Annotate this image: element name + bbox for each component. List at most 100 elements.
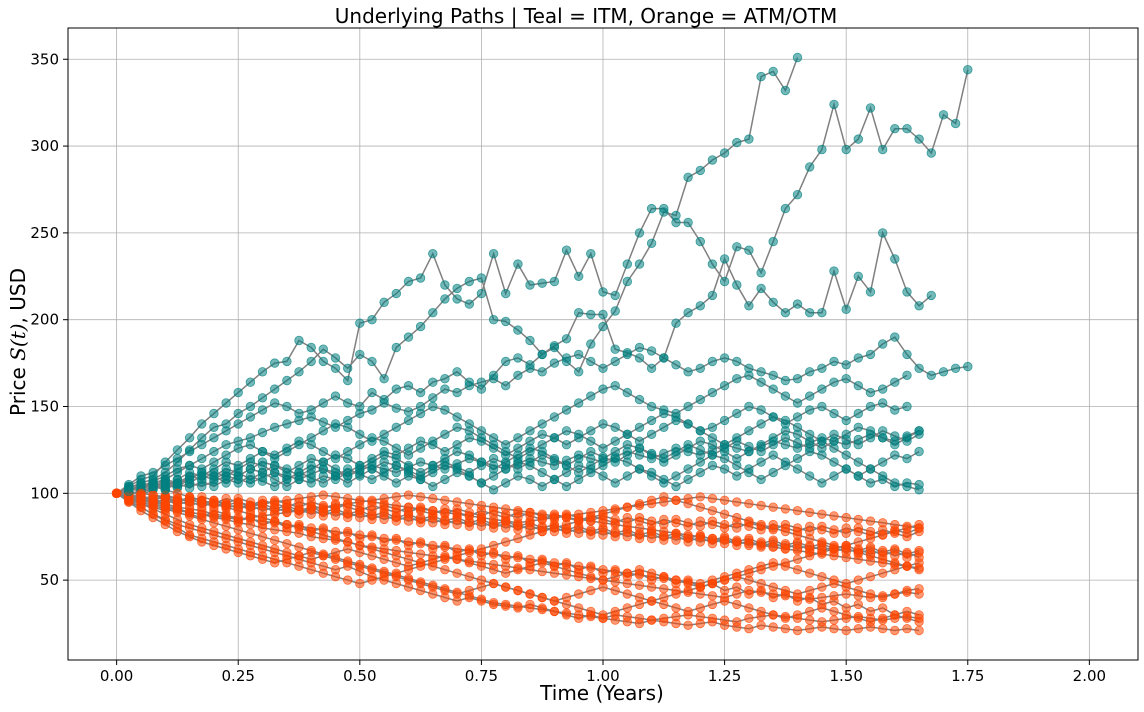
itm-point — [792, 398, 803, 408]
itm-point — [221, 471, 231, 481]
itm-point — [245, 377, 256, 387]
otm-point — [853, 624, 864, 634]
otm-point — [209, 537, 219, 547]
itm-point — [622, 259, 633, 269]
otm-point — [878, 545, 888, 556]
otm-point — [671, 528, 681, 539]
itm-point — [537, 367, 547, 377]
itm-point — [586, 339, 596, 349]
otm-point — [768, 561, 778, 571]
otm-point — [890, 625, 900, 636]
itm-point — [695, 394, 706, 405]
otm-point — [792, 565, 803, 575]
otm-point — [525, 561, 535, 571]
itm-point — [270, 398, 280, 408]
itm-point — [890, 405, 900, 415]
itm-point — [768, 236, 778, 247]
itm-point — [671, 443, 681, 453]
itm-point — [707, 460, 718, 471]
itm-point — [257, 427, 268, 438]
otm-point — [805, 568, 815, 578]
otm-point — [695, 582, 706, 592]
itm-point — [938, 367, 949, 377]
otm-point — [695, 603, 706, 613]
otm-point — [476, 500, 487, 511]
itm-point — [634, 353, 645, 363]
itm-point — [634, 450, 645, 460]
itm-point — [586, 391, 596, 401]
otm-point — [610, 606, 620, 617]
itm-point — [415, 471, 426, 481]
itm-point — [659, 448, 669, 459]
itm-point — [464, 276, 475, 287]
itm-point — [452, 283, 462, 294]
itm-point — [513, 259, 523, 269]
itm-point — [744, 464, 754, 474]
otm-point — [391, 568, 402, 578]
itm-point — [415, 408, 426, 419]
itm-point — [634, 464, 645, 474]
itm-point — [294, 436, 304, 446]
otm-point — [732, 589, 742, 599]
itm-point — [488, 471, 499, 481]
itm-point — [245, 401, 256, 412]
itm-point — [379, 398, 389, 408]
itm-point — [695, 426, 706, 436]
itm-point — [610, 422, 620, 433]
itm-point — [878, 398, 888, 408]
x-tick-label: 1.25 — [708, 667, 741, 685]
itm-point — [865, 478, 876, 488]
otm-point — [817, 603, 827, 613]
x-tick-label: 1.50 — [829, 667, 862, 685]
itm-point — [817, 478, 827, 488]
itm-point — [744, 301, 754, 311]
itm-point — [464, 299, 475, 309]
otm-point — [306, 526, 316, 537]
itm-point — [768, 297, 778, 308]
otm-point — [586, 572, 596, 582]
itm-point — [805, 471, 815, 481]
itm-point — [160, 485, 171, 495]
otm-point — [878, 518, 888, 528]
itm-point — [805, 405, 815, 415]
otm-point — [306, 554, 316, 565]
itm-point — [683, 464, 693, 474]
otm-point — [391, 535, 402, 545]
otm-point — [574, 528, 584, 539]
itm-point — [853, 422, 864, 433]
itm-point — [343, 453, 353, 464]
otm-point — [805, 551, 815, 561]
itm-point — [829, 408, 839, 419]
itm-point — [574, 271, 584, 282]
otm-point — [513, 518, 523, 528]
otm-point — [744, 603, 754, 613]
itm-point — [878, 144, 888, 155]
itm-point — [732, 137, 742, 148]
itm-point — [586, 453, 596, 464]
itm-point — [586, 436, 596, 446]
otm-point — [732, 599, 742, 610]
otm-point — [732, 537, 742, 547]
itm-point — [428, 481, 438, 492]
itm-point — [549, 460, 560, 471]
otm-point — [233, 533, 243, 544]
otm-point — [221, 540, 231, 551]
itm-point — [646, 363, 657, 374]
itm-point — [440, 280, 450, 290]
itm-point — [902, 370, 912, 381]
itm-point — [829, 471, 839, 481]
itm-point — [780, 391, 791, 401]
otm-point — [488, 502, 499, 512]
otm-point — [792, 610, 803, 620]
otm-point — [878, 554, 888, 565]
otm-point — [805, 624, 815, 634]
itm-point — [646, 203, 657, 214]
y-axis-title-variable: S(t) — [6, 323, 30, 360]
otm-point — [136, 502, 146, 512]
itm-point — [622, 276, 633, 287]
otm-point — [792, 589, 803, 599]
otm-point — [817, 509, 827, 519]
itm-point — [513, 459, 523, 469]
otm-point — [452, 568, 462, 578]
itm-point — [184, 433, 195, 443]
